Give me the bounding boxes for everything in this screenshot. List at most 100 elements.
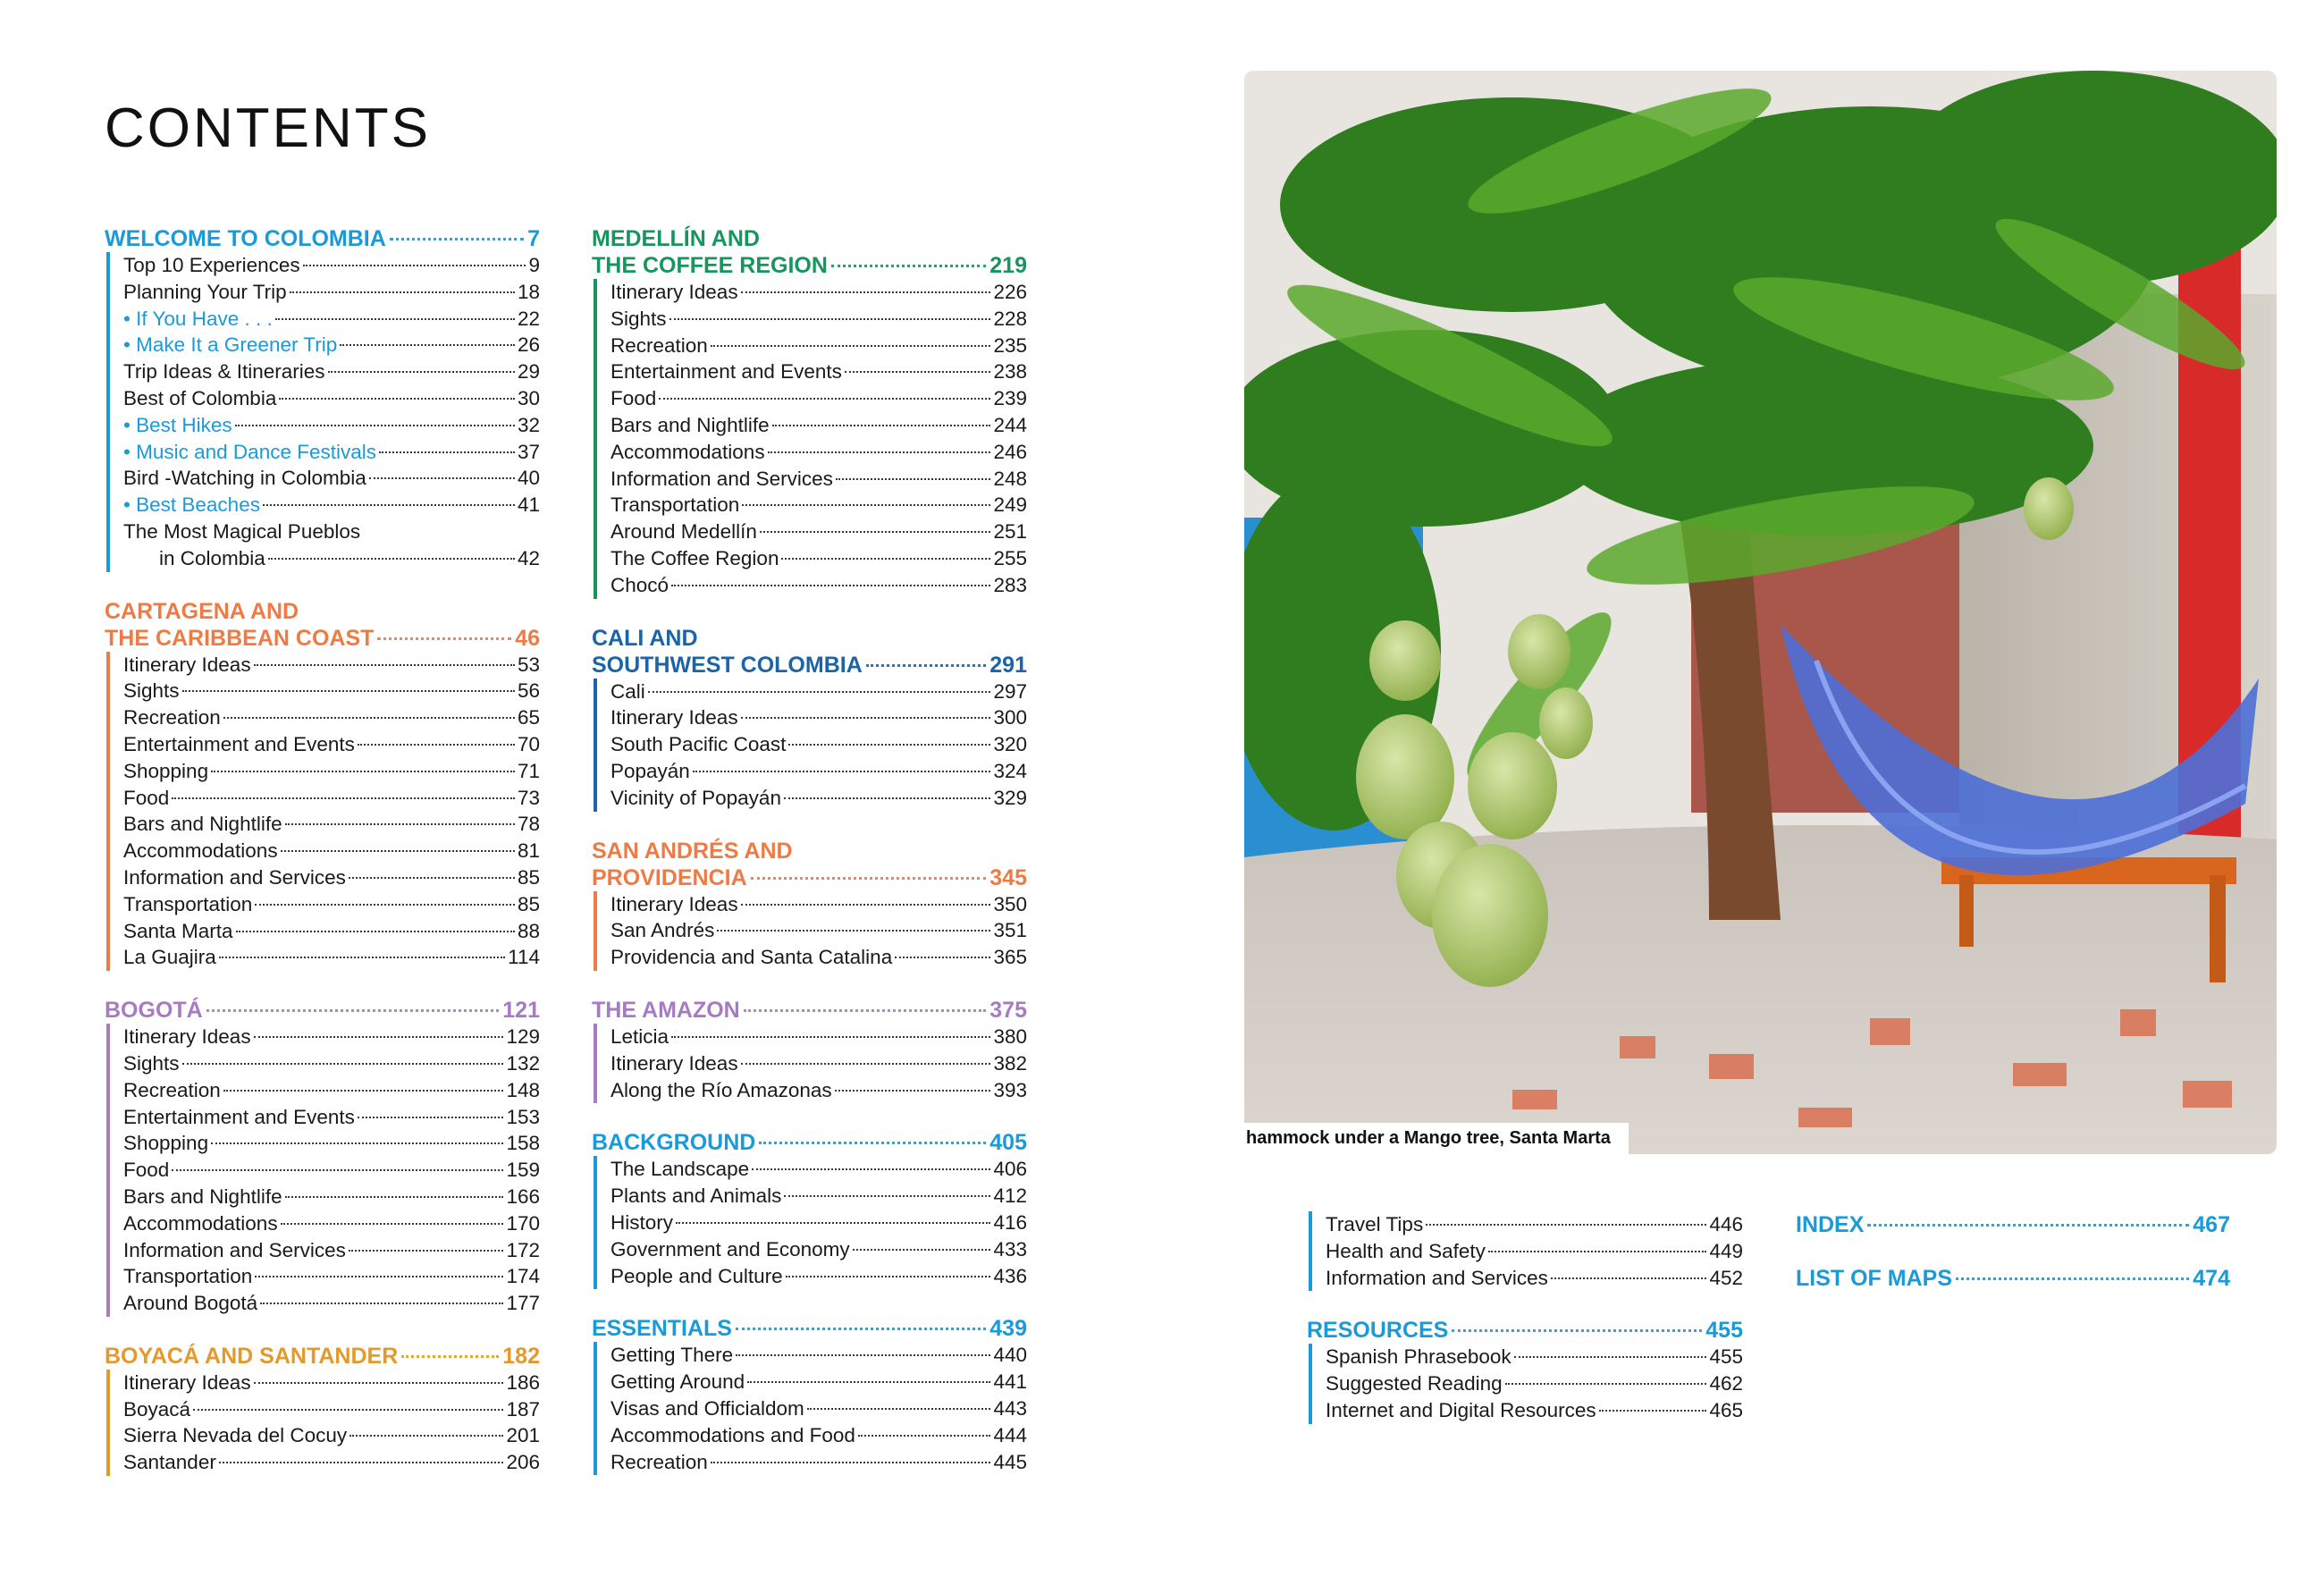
entry-label: Top 10 Experiences (123, 254, 300, 276)
toc-entry[interactable]: Along the Río Amazonas 393 (610, 1077, 1027, 1104)
toc-entry[interactable]: Itinerary Ideas 300 (610, 704, 1027, 731)
section-heading[interactable]: ESSENTIALS 439 (592, 1315, 1027, 1342)
toc-entry[interactable]: Information and Services 248 (610, 466, 1027, 493)
toc-entry[interactable]: Transportation 249 (610, 492, 1027, 518)
section-items: Spanish Phrasebook 455 Suggested Reading 46… (1309, 1344, 1743, 1424)
toc-entry[interactable]: Food 73 (123, 785, 540, 812)
toc-entry[interactable]: Spanish Phrasebook 455 (1326, 1344, 1743, 1370)
toc-entry[interactable]: Best of Colombia 30 (123, 385, 540, 412)
toc-entry[interactable]: Vicinity of Popayán 329 (610, 785, 1027, 812)
toc-entry[interactable]: Food 159 (123, 1157, 540, 1184)
toc-entry[interactable]: Bars and Nightlife 166 (123, 1184, 540, 1210)
toc-entry[interactable]: Transportation 174 (123, 1263, 540, 1290)
toc-entry[interactable]: Popayán 324 (610, 758, 1027, 785)
section-title: LIST OF MAPS (1796, 1266, 1952, 1291)
section-heading[interactable]: BOYACÁ AND SANTANDER 182 (105, 1343, 540, 1370)
toc-entry[interactable]: Health and Safety 449 (1326, 1238, 1743, 1265)
toc-entry[interactable]: Suggested Reading 462 (1326, 1370, 1743, 1397)
toc-entry[interactable]: Providencia and Santa Catalina 365 (610, 944, 1027, 971)
toc-entry[interactable]: Cali 297 (610, 679, 1027, 705)
toc-entry[interactable]: Around Medellín 251 (610, 518, 1027, 545)
toc-entry[interactable]: Recreation 445 (610, 1449, 1027, 1476)
section-heading[interactable]: WELCOME TO COLOMBIA 7 (105, 225, 540, 252)
toc-entry[interactable]: People and Culture 436 (610, 1263, 1027, 1290)
toc-entry[interactable]: Recreation 235 (610, 333, 1027, 359)
toc-entry[interactable]: Internet and Digital Resources 465 (1326, 1397, 1743, 1424)
toc-entry[interactable]: Information and Services 452 (1326, 1265, 1743, 1292)
toc-entry[interactable]: Accommodations and Food 444 (610, 1422, 1027, 1449)
toc-entry[interactable]: Bird -Watching in Colombia 40 (123, 465, 540, 492)
toc-entry[interactable]: Sights 132 (123, 1050, 540, 1077)
toc-entry[interactable]: Trip Ideas & Itineraries 29 (123, 358, 540, 385)
toc-entry[interactable]: • Make It a Greener Trip 26 (123, 332, 540, 358)
section-title: THE COFFEE REGION (592, 253, 828, 278)
toc-entry[interactable]: Accommodations 81 (123, 838, 540, 864)
toc-entry[interactable]: Getting Around 441 (610, 1369, 1027, 1395)
toc-entry[interactable]: Itinerary Ideas 53 (123, 652, 540, 679)
section-heading[interactable]: CALI AND SOUTHWEST COLOMBIA 291 (592, 625, 1027, 679)
toc-entry[interactable]: Entertainment and Events 238 (610, 358, 1027, 385)
toc-entry[interactable]: Itinerary Ideas 226 (610, 279, 1027, 306)
toc-entry[interactable]: South Pacific Coast 320 (610, 731, 1027, 758)
toc-entry[interactable]: Itinerary Ideas 186 (123, 1370, 540, 1396)
entry-page-number: 159 (506, 1159, 540, 1182)
section-heading[interactable]: BOGOTÁ 121 (105, 997, 540, 1024)
toc-entry[interactable]: Shopping 158 (123, 1130, 540, 1157)
section-heading[interactable]: BACKGROUND 405 (592, 1129, 1027, 1156)
toc-entry[interactable]: • Best Hikes 32 (123, 412, 540, 439)
toc-entry[interactable]: Leticia 380 (610, 1024, 1027, 1050)
toc-entry[interactable]: History 416 (610, 1210, 1027, 1236)
toc-entry[interactable]: Recreation 65 (123, 704, 540, 731)
section-heading[interactable]: SAN ANDRÉS AND PROVIDENCIA 345 (592, 838, 1027, 891)
section-heading[interactable]: THE AMAZON 375 (592, 997, 1027, 1024)
toc-entry[interactable]: Bars and Nightlife 244 (610, 412, 1027, 439)
toc-entry[interactable]: Accommodations 246 (610, 439, 1027, 466)
toc-entry[interactable]: Itinerary Ideas 129 (123, 1024, 540, 1050)
section-heading[interactable]: MEDELLÍN AND THE COFFEE REGION 219 (592, 225, 1027, 279)
toc-entry[interactable]: • Music and Dance Festivals 37 (123, 439, 540, 466)
toc-entry[interactable]: Transportation 85 (123, 891, 540, 918)
toc-entry[interactable]: • Best Beaches 41 (123, 492, 540, 518)
toc-entry[interactable]: Planning Your Trip 18 (123, 279, 540, 306)
toc-entry[interactable]: Accommodations 170 (123, 1210, 540, 1237)
toc-entry[interactable]: Sights 228 (610, 306, 1027, 333)
section-heading[interactable]: CARTAGENA AND THE CARIBBEAN COAST 46 (105, 598, 540, 652)
toc-entry[interactable]: Getting There 440 (610, 1342, 1027, 1369)
toc-entry[interactable]: Government and Economy 433 (610, 1236, 1027, 1263)
entry-label: Accommodations and Food (610, 1423, 855, 1446)
toc-entry[interactable]: The Landscape 406 (610, 1156, 1027, 1183)
toc-entry[interactable]: Bars and Nightlife 78 (123, 811, 540, 838)
toc-entry[interactable]: Sierra Nevada del Cocuy 201 (123, 1422, 540, 1449)
toc-entry[interactable]: Boyacá 187 (123, 1396, 540, 1423)
toc-entry[interactable]: Top 10 Experiences 9 (123, 252, 540, 279)
toc-entry[interactable]: Chocó 283 (610, 572, 1027, 599)
section-heading[interactable]: LIST OF MAPS 474 (1796, 1265, 2230, 1292)
toc-entry[interactable]: The Coffee Region 255 (610, 545, 1027, 572)
toc-entry[interactable]: Recreation 148 (123, 1077, 540, 1104)
toc-entry[interactable]: • If You Have . . . 22 (123, 306, 540, 333)
toc-entry[interactable]: Sights 56 (123, 678, 540, 704)
dot-leader (710, 1461, 991, 1463)
toc-entry[interactable]: Shopping 71 (123, 758, 540, 785)
toc-entry-continued[interactable]: in Colombia 42 (123, 545, 540, 572)
toc-entry[interactable]: Travel Tips 446 (1326, 1211, 1743, 1238)
toc-entry[interactable]: Santa Marta 88 (123, 918, 540, 945)
toc-entry[interactable]: San Andrés 351 (610, 917, 1027, 944)
toc-entry[interactable]: Entertainment and Events 153 (123, 1104, 540, 1131)
toc-entry[interactable]: La Guajira 114 (123, 944, 540, 971)
toc-entry[interactable]: Itinerary Ideas 350 (610, 891, 1027, 918)
toc-entry[interactable]: Information and Services 85 (123, 864, 540, 891)
toc-entry[interactable]: Santander 206 (123, 1449, 540, 1476)
dot-leader (181, 690, 515, 693)
toc-entry[interactable]: Plants and Animals 412 (610, 1183, 1027, 1210)
toc-entry[interactable]: Food 239 (610, 385, 1027, 412)
toc-entry[interactable]: Visas and Officialdom 443 (610, 1395, 1027, 1422)
toc-entry[interactable]: Itinerary Ideas 382 (610, 1050, 1027, 1077)
toc-entry[interactable]: Around Bogotá 177 (123, 1290, 540, 1317)
toc-entry[interactable]: Entertainment and Events 70 (123, 731, 540, 758)
section-heading[interactable]: RESOURCES 455 (1307, 1317, 1743, 1344)
dot-leader (280, 850, 515, 853)
toc-entry[interactable]: The Most Magical Pueblos (123, 518, 540, 545)
section-heading[interactable]: INDEX 467 (1796, 1211, 2230, 1238)
toc-entry[interactable]: Information and Services 172 (123, 1237, 540, 1264)
